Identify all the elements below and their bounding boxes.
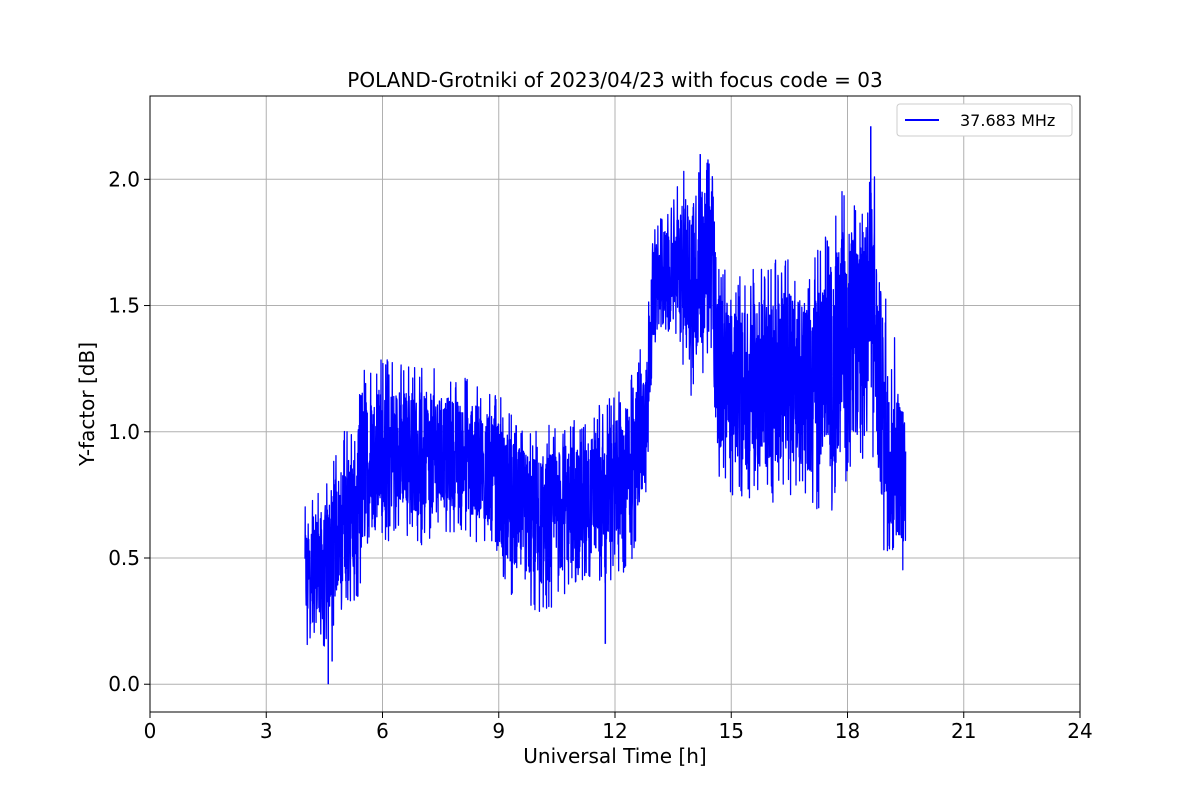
legend-box xyxy=(896,103,1073,137)
y-tick-label: 0.0 xyxy=(108,672,140,696)
series-layer xyxy=(304,126,907,685)
x-tick-label: 0 xyxy=(144,719,157,743)
x-tick-label: 15 xyxy=(719,719,744,743)
x-tick-label: 21 xyxy=(951,719,976,743)
y-tick-label: 1.0 xyxy=(108,420,140,444)
x-tick-label: 12 xyxy=(602,719,627,743)
y-tick-label: 2.0 xyxy=(108,167,140,191)
x-tick-label: 3 xyxy=(260,719,273,743)
x-tick-labels: 0 3 6 9 12 15 18 21 24 xyxy=(144,712,1093,743)
x-tick-label: 24 xyxy=(1067,719,1092,743)
y-tick-labels: 0.0 0.5 1.0 1.5 2.0 xyxy=(108,167,150,696)
x-axis-title: Universal Time [h] xyxy=(523,744,706,768)
x-tick-label: 6 xyxy=(376,719,389,743)
y-tick-label: 1.5 xyxy=(108,294,140,318)
y-tick-label: 0.5 xyxy=(108,546,140,570)
legend-label-series-0: 37.683 MHz xyxy=(960,111,1055,130)
x-tick-label: 18 xyxy=(835,719,860,743)
y-axis-title: Y-factor [dB] xyxy=(75,342,99,467)
x-tick-label: 9 xyxy=(492,719,505,743)
chart-title: POLAND-Grotniki of 2023/04/23 with focus… xyxy=(347,68,882,92)
legend: 37.683 MHz xyxy=(896,103,1073,137)
